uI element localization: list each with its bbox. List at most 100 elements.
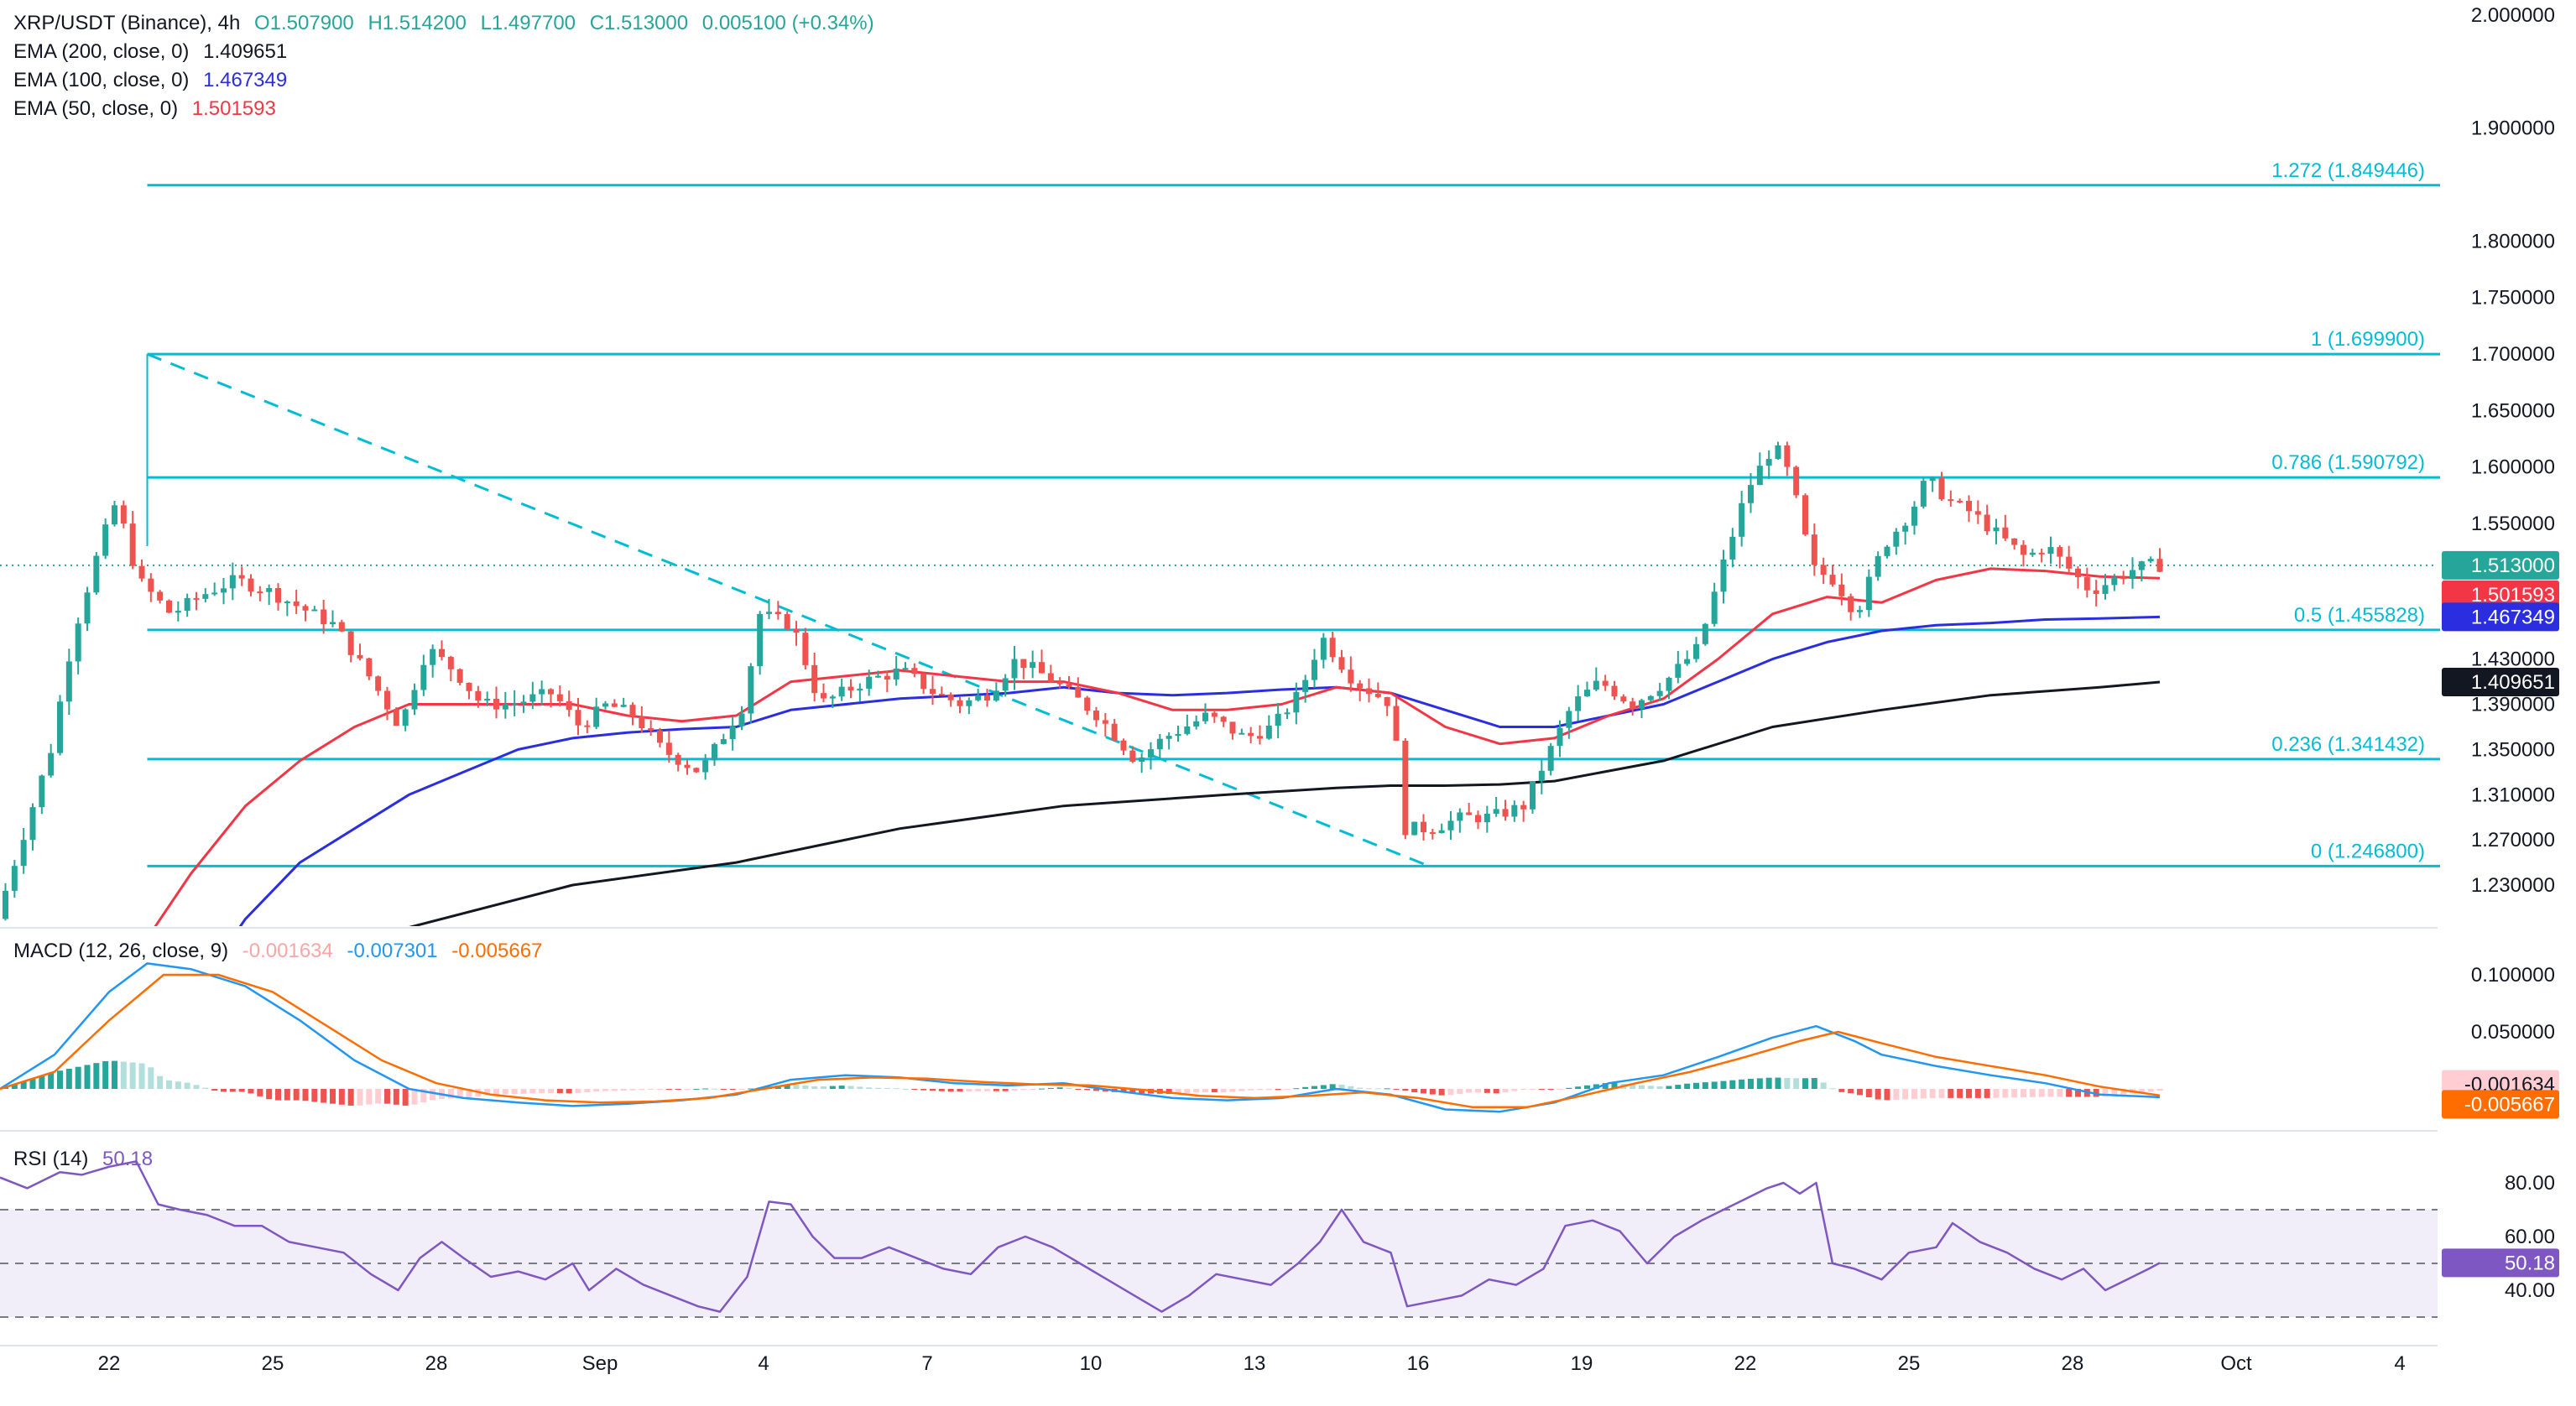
macd-histogram-bar	[1993, 1089, 2000, 1098]
candle-up	[411, 690, 418, 710]
macd-signal-line	[0, 973, 2161, 1109]
candle-down	[1047, 673, 1054, 683]
macd-histogram-bar	[1729, 1080, 1736, 1089]
candle-up	[1720, 559, 1727, 592]
macd-histogram-bar	[1793, 1078, 1800, 1089]
candle-up	[1684, 659, 1691, 664]
time-tick-label: 25	[262, 1352, 284, 1375]
rsi-value-tag-bg	[2442, 1248, 2559, 1278]
macd-histogram-bar	[1175, 1089, 1181, 1094]
candle-down	[447, 657, 454, 669]
candle-down	[1211, 712, 1218, 717]
candle-down	[1502, 809, 1509, 817]
macd-histogram-bar	[202, 1087, 209, 1089]
macd-histogram-bar	[502, 1089, 508, 1095]
candle-down	[629, 705, 636, 716]
macd-histogram-bar	[902, 1088, 909, 1090]
macd-histogram-bar	[57, 1070, 63, 1089]
candle-up	[402, 709, 409, 726]
candle-up	[221, 588, 227, 593]
macd-histogram-bar	[2156, 1089, 2163, 1091]
fibonacci-levels: 1.272 (1.849446) 1 (1.699900) 0.786 (1.590…	[0, 159, 2440, 867]
candle-up	[1511, 805, 1518, 817]
macd-histogram-bar	[1229, 1089, 1236, 1092]
macd-histogram-bar	[1966, 1089, 1972, 1098]
macd-histogram-bar	[1484, 1089, 1490, 1093]
macd-histogram-bar	[1284, 1089, 1291, 1090]
candle-down	[1421, 821, 1426, 833]
candle-up	[1675, 664, 1682, 678]
candle-down	[1102, 720, 1108, 724]
candle-up	[2102, 585, 2109, 594]
fib-level-label: 1.272 (1.849446)	[2271, 159, 2425, 182]
macd-histogram-bar	[2038, 1089, 2045, 1097]
price-tick-label: 2.000000	[2471, 4, 2555, 27]
candle-up	[1566, 711, 1572, 728]
candle-down	[584, 725, 591, 727]
candle-up	[966, 700, 973, 706]
candle-down	[375, 676, 382, 691]
candle-down	[2075, 568, 2081, 578]
macd-histogram-bar	[1902, 1089, 1909, 1100]
candle-down	[2021, 544, 2026, 555]
price-tick-label: 1.900000	[2471, 117, 2555, 140]
macd-histogram-bar	[1684, 1083, 1691, 1089]
macd-histogram-bar	[39, 1075, 45, 1089]
macd-histogram-bar	[1066, 1087, 1072, 1089]
macd-histogram-bar	[693, 1088, 700, 1090]
price-tick-label: 1.430000	[2471, 648, 2555, 671]
macd-histogram-bar	[1139, 1089, 1145, 1094]
macd-histogram-bar	[1675, 1085, 1682, 1089]
macd-histogram-bar	[966, 1089, 973, 1092]
macd-histogram-bar	[1020, 1089, 1027, 1091]
candle-up	[1275, 713, 1281, 726]
candle-up	[2138, 561, 2145, 570]
macd-histogram-bar	[375, 1089, 382, 1104]
candle-down	[847, 686, 854, 691]
candle-down	[1374, 694, 1381, 697]
candle-down	[1520, 805, 1527, 810]
macd-histogram-bar	[620, 1089, 627, 1091]
fib-level-label: 0 (1.246800)	[2311, 840, 2425, 862]
candle-up	[511, 703, 518, 706]
price-tick-label: 1.600000	[2471, 456, 2555, 479]
candle-up	[1875, 555, 1881, 577]
candle-down	[439, 648, 445, 658]
candle-up	[1865, 576, 1872, 611]
macd-histogram-bar	[1829, 1088, 1836, 1090]
candle-down	[302, 606, 309, 611]
macd-histogram-bar	[520, 1089, 527, 1094]
macd-histogram-bar	[1393, 1089, 1400, 1090]
time-tick-label: 10	[1080, 1352, 1103, 1375]
candle-down	[1475, 815, 1481, 823]
candle-down	[566, 700, 572, 711]
candle-down	[1948, 499, 1954, 502]
candle-up	[1148, 749, 1154, 758]
ohlc-low: L1.497700	[480, 12, 576, 34]
candle-down	[811, 664, 818, 694]
candle-down	[257, 591, 263, 594]
macd-histogram-bar	[1275, 1089, 1281, 1091]
symbol-title: XRP/USDT (Binance), 4h	[13, 12, 241, 34]
macd-histogram-bar	[447, 1089, 454, 1099]
candle-up	[893, 668, 900, 680]
macd-histogram-bar	[1348, 1086, 1354, 1089]
rsi-legend-value: 50.18	[102, 1148, 154, 1170]
candle-up	[1002, 678, 1009, 691]
macd-histogram-bar	[611, 1089, 618, 1091]
macd-histogram-bar	[184, 1082, 190, 1089]
macd-histogram-bar	[75, 1066, 81, 1089]
candle-down	[456, 669, 463, 683]
macd-histogram-bar	[1647, 1086, 1654, 1089]
macd-histogram-bar	[1848, 1089, 1854, 1094]
candle-down	[920, 674, 927, 690]
macd-histogram-bar	[1820, 1082, 1827, 1089]
macd-legend: MACD (12, 26, close, 9) -0.001634 -0.007…	[13, 940, 550, 963]
candle-down	[984, 695, 990, 701]
candle-down	[1611, 685, 1618, 697]
macd-signal-value: -0.005667	[451, 940, 543, 962]
macd-histogram-bar	[1948, 1089, 1954, 1098]
candle-down	[1429, 832, 1436, 835]
candle-up	[211, 592, 218, 595]
